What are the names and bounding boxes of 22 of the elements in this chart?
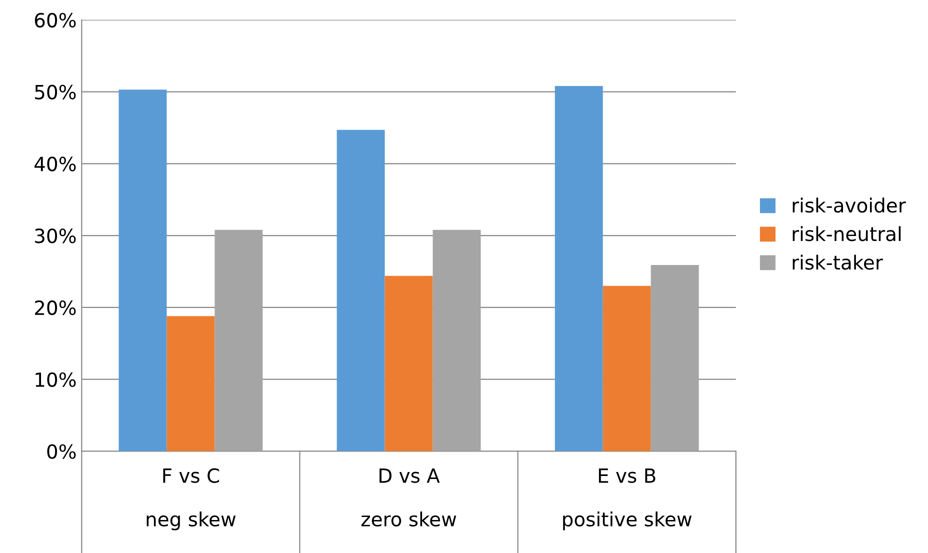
bar [336,130,385,452]
y-tick-label: 20% [35,300,76,316]
y-tick-label: 10% [36,372,76,388]
y-tick-label: 40% [34,156,76,172]
y-tick-label: 50% [35,84,76,100]
legend-label: risk-neutral [792,226,901,242]
category-label: F vs C neg skew [146,468,236,530]
bar [650,265,699,452]
bar [602,286,651,452]
bar [214,230,263,452]
bar [432,230,481,452]
legend-label: risk-avoider [792,198,906,213]
legend-label: risk-taker [792,254,883,270]
y-tick-label: 30% [35,228,76,244]
y-tick-label: 0% [47,444,76,459]
bar [384,276,433,452]
y-tick-label: 60% [34,12,76,28]
bar [118,90,167,452]
bar [166,316,215,452]
category-label: E vs B positive skew [563,468,692,530]
bar [554,86,603,452]
category-label: D vs A zero skew [361,468,456,527]
